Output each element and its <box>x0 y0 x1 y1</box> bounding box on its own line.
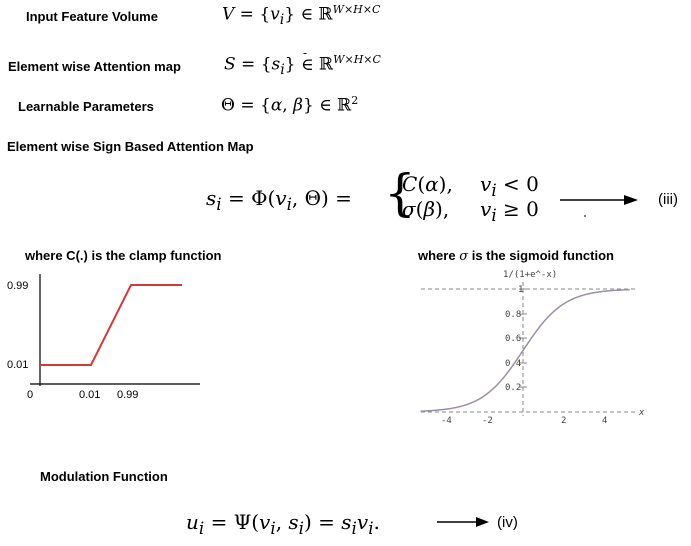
clamp-xtick-099: 0.99 <box>117 389 138 401</box>
clamp-function-plot: 0.99 0.01 0 0.01 0.99 <box>7 274 200 401</box>
clamp-ytick-099: 0.99 <box>7 280 28 292</box>
sigmoid-caption-post: is the sigmoid function <box>471 248 614 263</box>
sigmoid-xtick-m2: -2 <box>482 416 493 426</box>
input-feature-volume-equation: V = {vi} ∈ ℝW×H×C <box>222 3 381 29</box>
modulation-equation: ui = Ψ(vi, si) = sivi. <box>186 510 380 538</box>
sigmoid-title: 1/(1+e^-x) <box>503 270 557 280</box>
learnable-parameters-label: Learnable Parameters <box>18 99 154 114</box>
sigmoid-function-plot: 1/(1+e^-x) 1 0.8 0.6 0.4 0.2 -4 -2 2 4 x <box>420 270 645 426</box>
attention-map-equation: S = {si} ∈ - ℝW×H×C <box>224 45 381 79</box>
sigmoid-xtick-2: 2 <box>561 416 566 426</box>
sigmoid-caption-pre: where <box>418 248 456 263</box>
sigmoid-x-label: x <box>638 408 645 418</box>
sigmoid-xtick-4: 4 <box>602 416 607 426</box>
equation-tag-iii: (iii) <box>658 191 678 208</box>
modulation-function-label: Modulation Function <box>40 469 168 484</box>
clamp-caption: where C(.) is the clamp function <box>25 248 222 263</box>
clamp-ytick-0: 0 <box>27 389 33 401</box>
clamp-ytick-001: 0.01 <box>7 359 28 371</box>
sigmoid-y-ticks <box>519 288 527 388</box>
sign-based-attention-map-label: Element wise Sign Based Attention Map <box>7 139 254 154</box>
sigmoid-ytick-08: 0.8 <box>505 310 521 320</box>
sigmoid-curve <box>420 288 630 412</box>
equation-tag-iv: (iv) <box>497 514 518 531</box>
input-feature-volume-label: Input Feature Volume <box>26 9 158 24</box>
sigmoid-ytick-1: 1 <box>518 285 523 295</box>
sigma-symbol: σ <box>459 249 469 264</box>
sigmoid-ytick-06: 0.6 <box>505 334 521 344</box>
sigmoid-ytick-02: 0.2 <box>505 383 521 393</box>
sigmoid-caption: where σ is the sigmoid function <box>418 248 614 264</box>
attention-map-label: Element wise Attention map <box>8 59 181 74</box>
sigmoid-xtick-m4: -4 <box>441 416 452 426</box>
clamp-xtick-001: 0.01 <box>79 389 100 401</box>
learnable-parameters-equation: Θ = {α, β} ∈ ℝ2 <box>221 94 359 116</box>
clamp-curve <box>40 284 182 366</box>
